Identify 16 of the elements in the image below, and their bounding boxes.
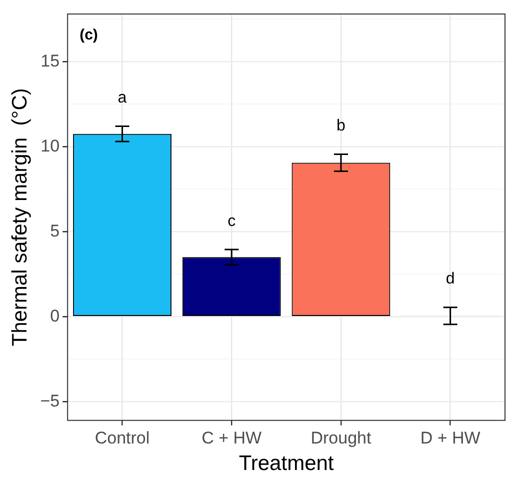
y-tick-label: 15 bbox=[40, 51, 60, 70]
data-label: d bbox=[446, 270, 455, 288]
data-label: c bbox=[228, 212, 236, 230]
y-tick-label: 0 bbox=[50, 306, 60, 326]
x-tick-label: Control bbox=[94, 428, 150, 448]
annotation: (c) bbox=[80, 26, 98, 44]
x-tick-label: C + HW bbox=[202, 428, 262, 448]
x-tick-label: D + HW bbox=[420, 428, 480, 448]
y-axis-title: Thermal safety margin (°C) bbox=[8, 88, 32, 346]
y-tick-label: −5 bbox=[40, 391, 60, 410]
data-label: a bbox=[118, 90, 127, 107]
y-tick-label: 5 bbox=[50, 221, 60, 240]
y-tick-label: 10 bbox=[40, 136, 60, 156]
data-label: b bbox=[336, 118, 346, 135]
x-tick-label: Drought bbox=[310, 428, 372, 448]
x-axis-title: Treatment bbox=[238, 452, 334, 476]
